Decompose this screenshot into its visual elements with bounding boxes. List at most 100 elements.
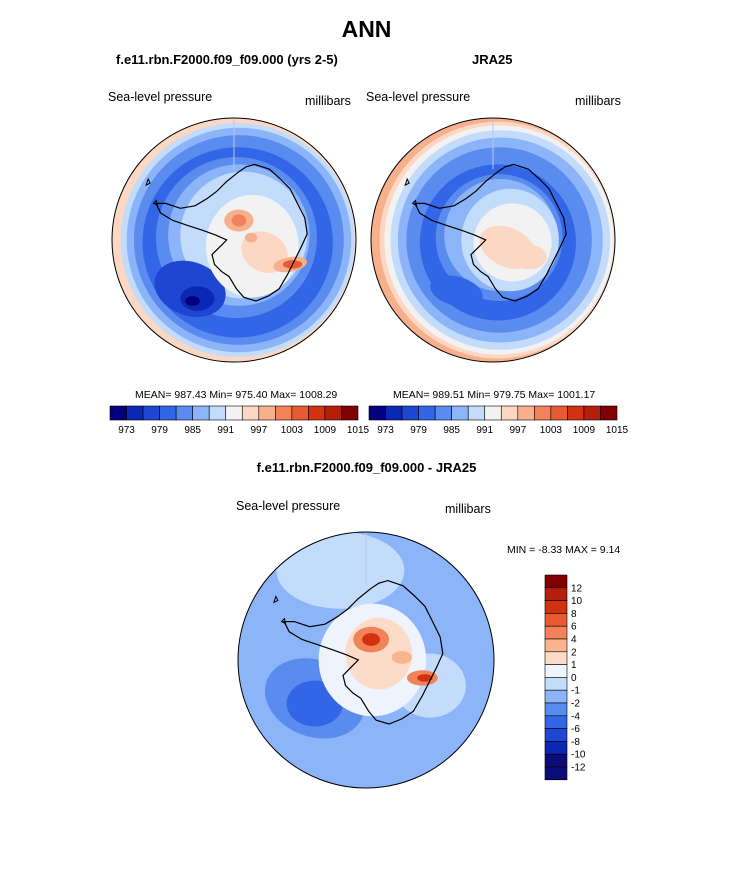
contour-patch xyxy=(353,626,390,653)
colorbar-box xyxy=(467,405,486,421)
colorbar-tick-label: 991 xyxy=(217,425,234,436)
colorbar-box xyxy=(544,677,568,691)
contour-patch xyxy=(394,653,466,718)
colorbar-tick-label: 1003 xyxy=(540,425,563,436)
colorbar-box xyxy=(544,664,568,678)
contour-patch xyxy=(241,231,288,274)
contour-patch xyxy=(430,275,483,307)
contour-patch xyxy=(224,209,254,232)
map-field xyxy=(238,532,494,788)
colorbar-box xyxy=(308,405,326,421)
panel-obs-left-label: Sea-level pressure xyxy=(366,90,471,104)
contour-band xyxy=(397,137,603,343)
colorbar-tick-label: 0 xyxy=(571,673,577,684)
island xyxy=(411,199,418,207)
island xyxy=(272,595,279,604)
contour-patch xyxy=(282,260,303,269)
colorbar-box xyxy=(368,405,386,421)
colorbar-tick-label: -2 xyxy=(571,699,580,710)
coastline xyxy=(413,163,567,302)
contour-band xyxy=(384,125,614,355)
colorbar-box xyxy=(583,405,601,421)
panel-diff-stats: MIN = -8.33 MAX = 9.14 xyxy=(507,544,621,556)
contour-band xyxy=(379,121,615,359)
contour-patch xyxy=(286,680,343,727)
colorbar-tick-label: -6 xyxy=(571,724,580,735)
contour-band xyxy=(371,118,615,362)
colorbar-box xyxy=(175,405,193,421)
contour-patch xyxy=(231,214,247,227)
contour-patch xyxy=(154,260,226,317)
island xyxy=(152,199,159,207)
colorbar-tick-label: 997 xyxy=(250,425,267,436)
colorbar-box xyxy=(291,405,309,421)
colorbar-tick-label: 979 xyxy=(151,425,168,436)
map-border xyxy=(370,117,616,363)
colorbar-box xyxy=(600,405,618,421)
colorbar-tick-label: 973 xyxy=(118,425,135,436)
colorbar-tick-label: 997 xyxy=(509,425,526,436)
contour-band xyxy=(168,164,310,306)
colorbar-tick-label: 8 xyxy=(571,609,577,620)
colorbar-box xyxy=(550,405,568,421)
coastline xyxy=(283,579,444,725)
contour-band xyxy=(238,532,494,788)
colorbar-box xyxy=(544,689,568,704)
contour-band xyxy=(419,164,576,321)
colorbar-box xyxy=(341,405,359,421)
colorbar-box xyxy=(500,405,519,421)
map-border xyxy=(237,531,495,789)
panel-obs-colorbar: 973 979 985 991 997 1003 1009 1015 xyxy=(368,405,629,436)
coastline xyxy=(154,163,308,302)
page-title: ANN xyxy=(341,16,392,42)
colorbar-box xyxy=(109,405,127,421)
contour-patch xyxy=(512,244,547,270)
colorbar-box xyxy=(544,753,568,768)
colorbar-box xyxy=(142,405,160,421)
colorbar-box xyxy=(324,405,342,421)
colorbar-box xyxy=(451,405,469,421)
panel-obs-title: JRA25 xyxy=(472,52,513,67)
contour-patch xyxy=(461,188,559,292)
contour-band xyxy=(250,544,482,776)
contour-patch xyxy=(264,658,365,739)
colorbar-tick-label: 973 xyxy=(377,425,394,436)
colorbar-box xyxy=(385,405,403,421)
colorbar-box xyxy=(208,405,227,421)
contour-patch xyxy=(273,256,307,273)
colorbar-box xyxy=(534,405,552,421)
panel-obs-right-label: millibars xyxy=(575,94,621,108)
colorbar-tick-label: 985 xyxy=(443,425,460,436)
contour-band xyxy=(390,130,611,350)
map-field xyxy=(112,118,356,362)
colorbar-box xyxy=(544,728,568,742)
panel-model-right-label: millibars xyxy=(305,94,351,108)
contour-band xyxy=(120,122,355,358)
contour-patch xyxy=(345,617,413,690)
island xyxy=(145,177,151,187)
colorbar-box xyxy=(544,638,568,653)
contour-band xyxy=(155,157,317,319)
panel-model-colorbar: 973 979 985 991 997 1003 1009 1015 xyxy=(109,405,370,436)
contour-band xyxy=(112,118,356,362)
colorbar-tick-label: -12 xyxy=(571,763,586,774)
colorbar-box xyxy=(225,405,243,421)
contour-patch xyxy=(276,532,405,609)
panel-obs-stats: MEAN= 989.51 Min= 979.75 Max= 1001.17 xyxy=(393,389,596,401)
colorbar-box xyxy=(159,405,177,421)
colorbar-tick-label: 4 xyxy=(571,635,577,646)
island xyxy=(280,617,287,625)
colorbar-tick-label: 1009 xyxy=(573,425,596,436)
contour-patch xyxy=(205,194,299,298)
contour-patch xyxy=(391,651,413,664)
contour-patch xyxy=(362,633,381,646)
colorbar-tick-label: 6 xyxy=(571,622,577,633)
colorbar-tick-label: 2 xyxy=(571,647,577,658)
colorbar-tick-label: 1015 xyxy=(347,425,370,436)
colorbar-box xyxy=(544,613,568,627)
panel-model-title: f.e11.rbn.F2000.f09_f09.000 (yrs 2-5) xyxy=(116,52,338,67)
contour-patch xyxy=(180,286,215,311)
colorbar-box xyxy=(401,405,419,421)
colorbar-box xyxy=(544,741,568,755)
